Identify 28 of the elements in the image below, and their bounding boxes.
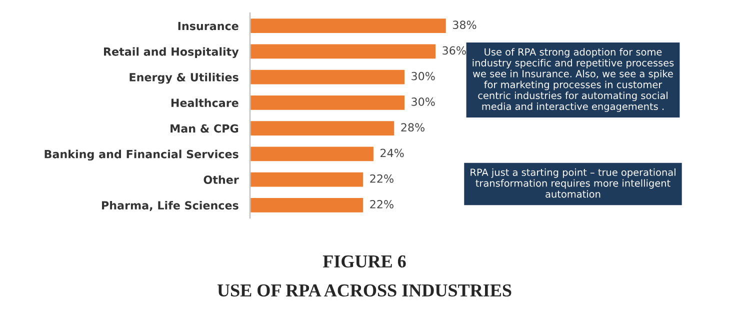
y-tick-label: Retail and Hospitality bbox=[104, 47, 239, 58]
bar bbox=[250, 42, 437, 60]
bar bbox=[250, 170, 365, 188]
data-label: 30% bbox=[412, 98, 435, 106]
y-tick-label: Energy & Utilities bbox=[130, 72, 238, 84]
text: RPA just a starting point – true operational transformation requires more intelligent automation bbox=[470, 168, 676, 198]
data-label: 38% bbox=[452, 20, 476, 30]
y-tick-label: Other bbox=[204, 175, 239, 184]
bar bbox=[250, 120, 396, 137]
data-label: 22% bbox=[370, 200, 394, 208]
y-tick-label: Healthcare bbox=[171, 98, 238, 108]
bar bbox=[250, 94, 406, 112]
data-label: 28% bbox=[401, 123, 424, 132]
text: FIGURE 6 bbox=[322, 255, 406, 268]
y-tick-label: Pharma, Life Sciences bbox=[102, 200, 238, 211]
data-label: 30% bbox=[412, 72, 435, 80]
y-tick-label: Insurance bbox=[178, 22, 238, 30]
data-label: 24% bbox=[380, 148, 404, 158]
y-tick-label: Man & CPG bbox=[170, 124, 238, 133]
data-label: 36% bbox=[442, 46, 466, 55]
bar bbox=[250, 17, 448, 34]
bar bbox=[250, 145, 375, 163]
text: Use of RPA strong adoption for some industry specific and repetitive processes we see in Insurance. Also, we see a spike for marketing processes in customer centric industries for automating social media and interactive engagements . bbox=[472, 48, 674, 112]
data-label: 22% bbox=[370, 174, 394, 183]
y-tick-label: Banking and Financial Services bbox=[44, 150, 238, 161]
text: USE OF RPA ACROSS INDUSTRIES bbox=[217, 284, 512, 297]
bar bbox=[250, 68, 406, 86]
bar bbox=[250, 196, 365, 214]
